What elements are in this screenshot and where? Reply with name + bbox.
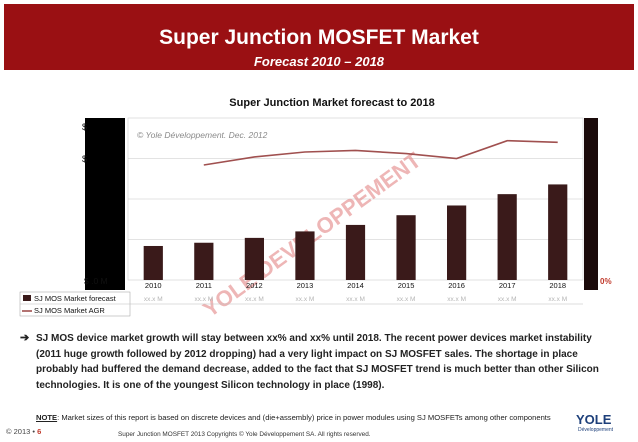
chart-title: Super Junction Market forecast to 2018 — [229, 97, 434, 109]
bullet-text-block: ➔ SJ MOS device market growth will stay … — [20, 331, 614, 393]
bar-2012 — [244, 237, 264, 280]
legend-row-value: xx.x M — [346, 296, 365, 303]
bullet-text: SJ MOS device market growth will stay be… — [36, 333, 599, 391]
category-label: 2012 — [246, 281, 263, 290]
left-axis-mask — [85, 118, 125, 290]
note-label: NOTE — [36, 413, 58, 422]
legend-label-agr: SJ MOS Market AGR — [34, 306, 105, 315]
bar-2017 — [497, 194, 517, 280]
legend-label-forecast: SJ MOS Market forecast — [34, 294, 117, 303]
bar-2010 — [143, 245, 163, 280]
yole-logo: YOLE Développement — [562, 412, 632, 440]
legend-row-values: xx.x M xx.x M xx.x M xx.x M xx.x M xx.x M xx.x… — [144, 296, 567, 303]
category-label: 2010 — [145, 281, 162, 290]
category-label: 2016 — [448, 281, 465, 290]
legend-table: SJ MOS Market forecast SJ MOS Market AGR… — [19, 291, 583, 317]
legend-row-value: xx.x M — [296, 296, 315, 303]
title-banner: Super Junction MOSFET Market Forecast 20… — [4, 4, 634, 70]
bar-2016 — [447, 205, 467, 280]
category-label: 2015 — [398, 281, 415, 290]
category-label: 2014 — [347, 281, 364, 290]
bar-2015 — [396, 215, 416, 280]
footer-center-text: Super Junction MOSFET 2013 Copyrights © … — [118, 431, 371, 438]
left-axis-label: $ — [82, 154, 87, 164]
legend-swatch-bar — [23, 295, 31, 301]
legend-row-value: xx.x M — [397, 296, 416, 303]
legend-row-value: xx.x M — [194, 296, 213, 303]
category-label: 2011 — [196, 281, 212, 290]
right-axis-mask — [584, 118, 598, 290]
right-axis-label: 0% — [600, 277, 612, 286]
note-text: : Market sizes of this report is based o… — [57, 413, 551, 422]
chart-copyright-watermark: © Yole Développement. Dec. 2012 — [137, 130, 268, 140]
left-axis-label: $ .0 M — [84, 276, 108, 286]
chart: Super Junction Market forecast to 2018 ©… — [19, 97, 612, 320]
bar-2018 — [548, 184, 568, 280]
slide-subtitle: Forecast 2010 – 2018 — [253, 54, 385, 69]
logo-text: YOLE — [576, 412, 612, 427]
legend-row-value: xx.x M — [144, 296, 163, 303]
category-label: 2017 — [499, 281, 516, 290]
footer-copyright-text: © 2013 • — [6, 427, 38, 436]
bar-2013 — [295, 231, 315, 280]
note: NOTE: Market sizes of this report is bas… — [36, 413, 616, 422]
category-label: 2013 — [297, 281, 314, 290]
slide-title: Super Junction MOSFET Market — [159, 26, 479, 49]
legend-row-value: xx.x M — [245, 296, 264, 303]
bar-2011 — [194, 242, 214, 280]
footer-page-number: 6 — [37, 427, 42, 436]
bullet-arrow-icon: ➔ — [20, 332, 30, 344]
category-labels: 2010 2011 2012 2013 2014 2015 2016 2017 2018 — [145, 281, 566, 290]
bar-series — [143, 184, 568, 280]
legend-row-value: xx.x M — [498, 296, 517, 303]
left-axis-label: $ — [82, 122, 87, 132]
category-label: 2018 — [549, 281, 566, 290]
legend-row-value: xx.x M — [447, 296, 466, 303]
agr-line — [203, 139, 558, 166]
bar-2014 — [345, 224, 366, 280]
legend-row-value: xx.x M — [548, 296, 567, 303]
logo-subtext: Développement — [578, 427, 614, 433]
footer-copyright: © 2013 • 6 — [6, 427, 41, 436]
